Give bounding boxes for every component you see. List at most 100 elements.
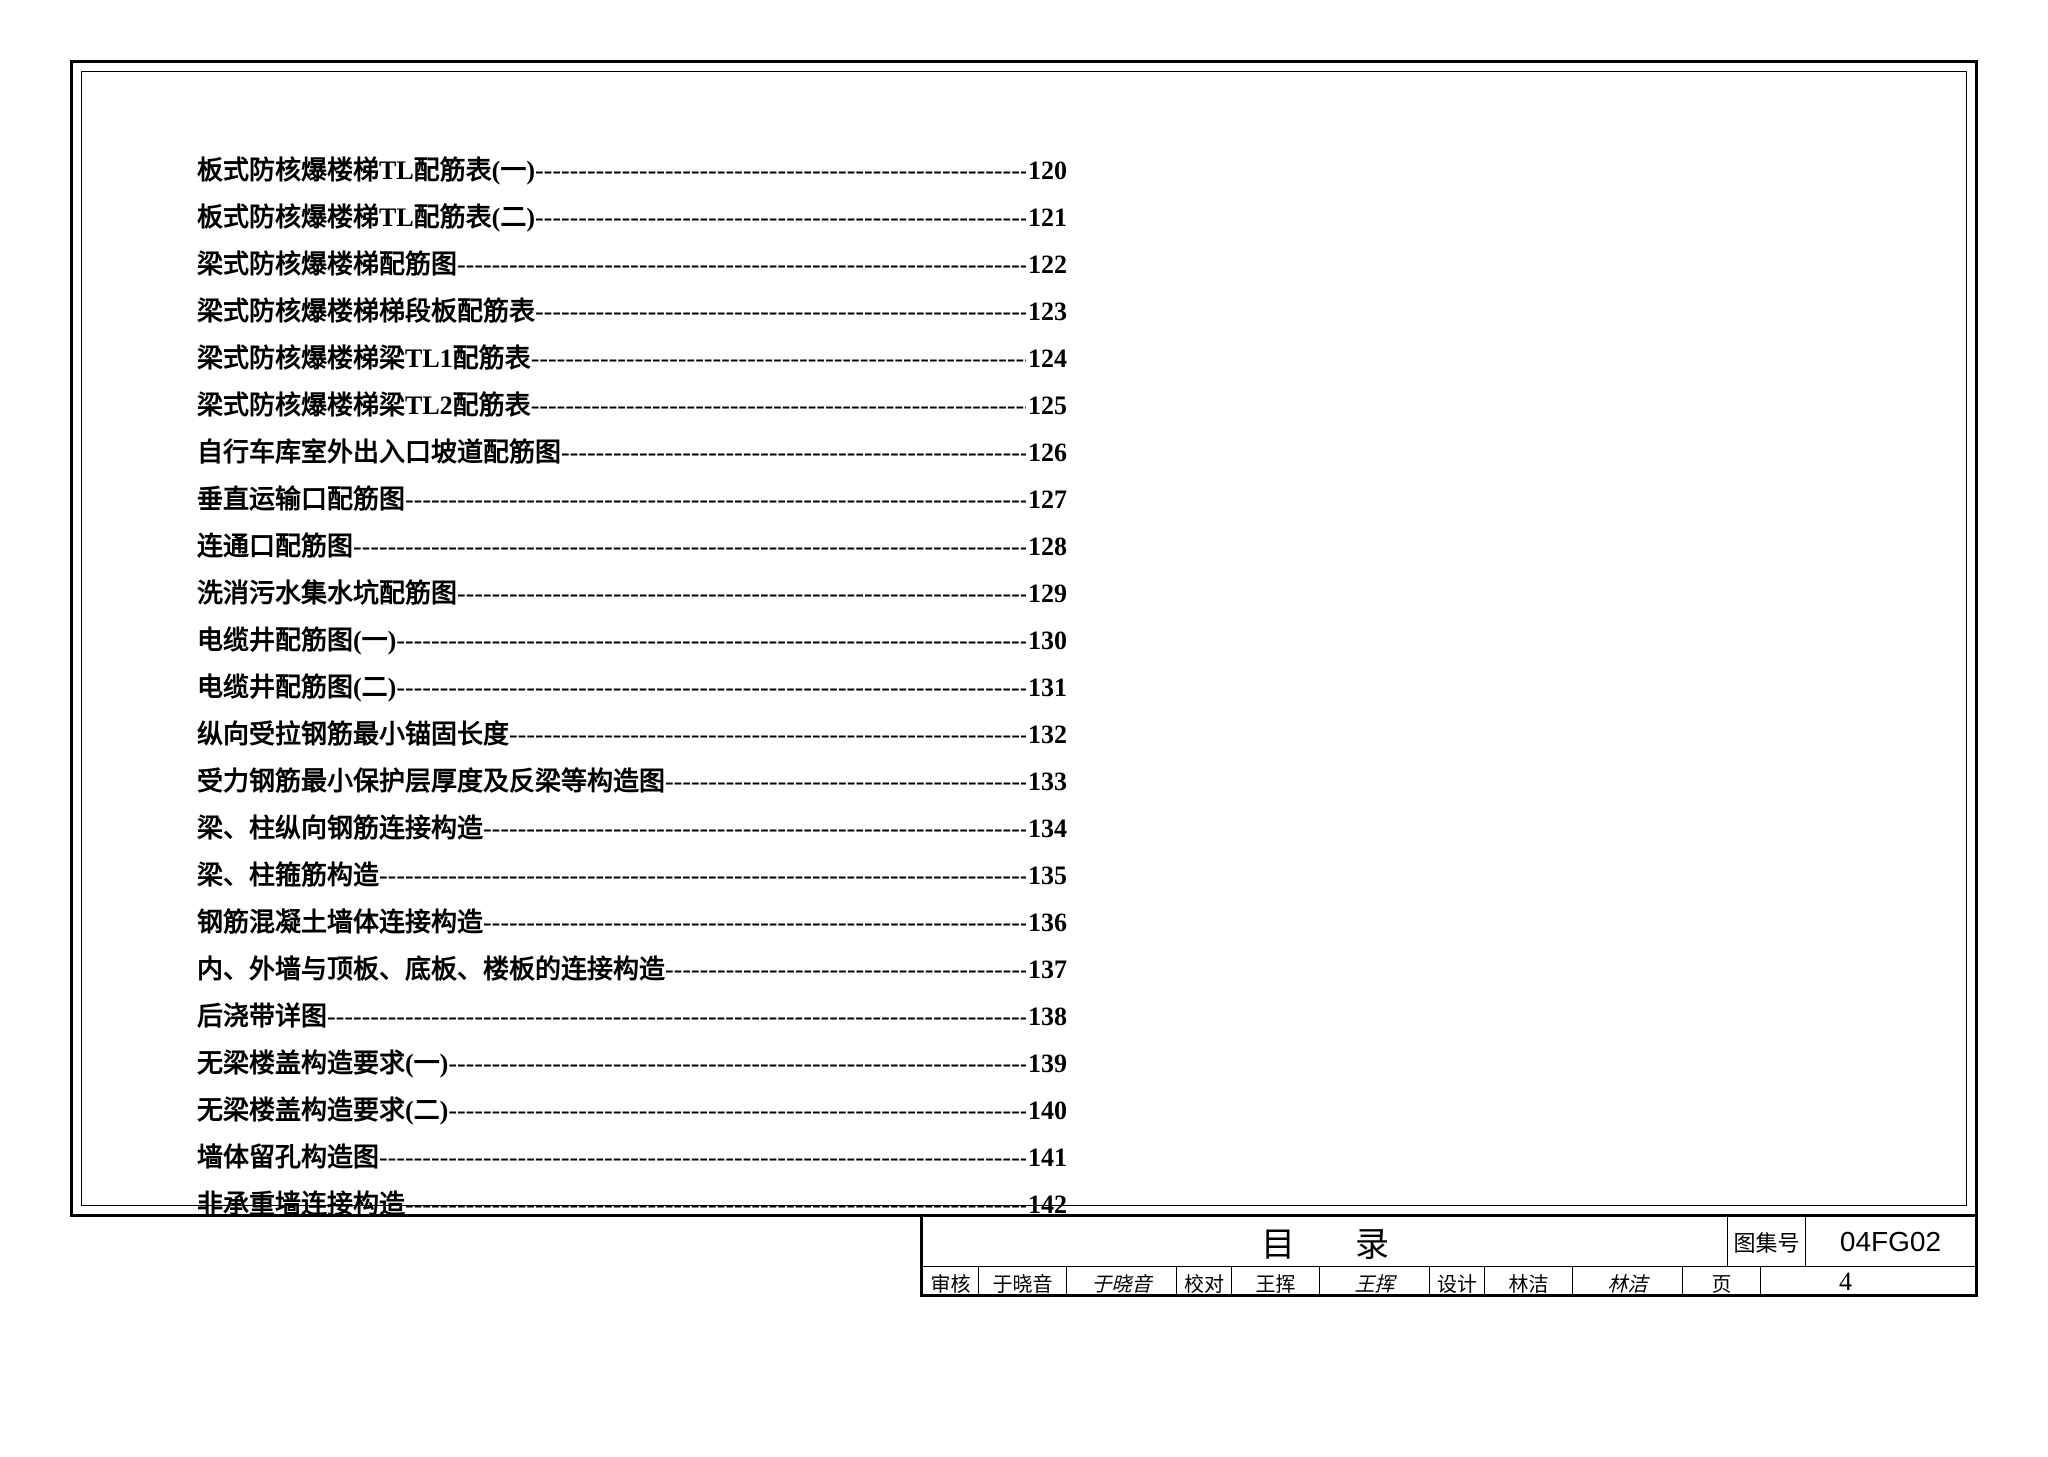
toc-row: 墙体留孔构造图 141 bbox=[197, 1134, 1067, 1181]
toc-row: 无梁楼盖构造要求(一) 139 bbox=[197, 1040, 1067, 1087]
review-label: 审核 bbox=[923, 1267, 978, 1297]
toc-page: 139 bbox=[1026, 1040, 1067, 1087]
toc-leader bbox=[509, 711, 1026, 758]
toc-row: 梁、柱箍筋构造 135 bbox=[197, 852, 1067, 899]
toc-leader bbox=[535, 194, 1026, 241]
toc-row: 电缆井配筋图(一) 130 bbox=[197, 617, 1067, 664]
toc-leader bbox=[353, 523, 1026, 570]
toc-page: 138 bbox=[1026, 993, 1067, 1040]
toc-title: 自行车库室外出入口坡道配筋图 bbox=[197, 429, 561, 476]
toc-row: 梁式防核爆楼梯梁TL2配筋表 125 bbox=[197, 382, 1067, 429]
toc-row: 梁、柱纵向钢筋连接构造 134 bbox=[197, 805, 1067, 852]
toc-page: 135 bbox=[1026, 852, 1067, 899]
toc-page: 124 bbox=[1026, 335, 1067, 382]
toc-leader bbox=[535, 288, 1026, 335]
toc-title: 梁、柱纵向钢筋连接构造 bbox=[197, 805, 483, 852]
design-label: 设计 bbox=[1429, 1267, 1484, 1297]
toc-page: 125 bbox=[1026, 382, 1067, 429]
toc-page: 140 bbox=[1026, 1087, 1067, 1134]
toc-title: 纵向受拉钢筋最小锚固长度 bbox=[197, 711, 509, 758]
toc-title: 梁、柱箍筋构造 bbox=[197, 852, 379, 899]
toc-title: 板式防核爆楼梯TL配筋表(二) bbox=[197, 194, 535, 241]
toc-row: 板式防核爆楼梯TL配筋表(一)120 bbox=[197, 147, 1067, 194]
toc-leader bbox=[379, 852, 1026, 899]
toc-row: 板式防核爆楼梯TL配筋表(二) 121 bbox=[197, 194, 1067, 241]
page-value: 4 bbox=[1760, 1267, 1930, 1297]
toc-row: 梁式防核爆楼梯梁TL1配筋表 124 bbox=[197, 335, 1067, 382]
toc-leader bbox=[531, 382, 1026, 429]
toc-leader bbox=[396, 664, 1026, 711]
toc-page: 133 bbox=[1026, 758, 1067, 805]
titleblock-title: 目录 bbox=[923, 1217, 1727, 1266]
tuji-value: 04FG02 bbox=[1805, 1217, 1975, 1266]
toc-leader bbox=[483, 899, 1026, 946]
toc-row: 钢筋混凝土墙体连接构造 136 bbox=[197, 899, 1067, 946]
toc-title: 垂直运输口配筋图 bbox=[197, 476, 405, 523]
toc-page: 137 bbox=[1026, 946, 1067, 993]
toc-page: 131 bbox=[1026, 664, 1067, 711]
toc-title: 非承重墙连接构造 bbox=[197, 1181, 405, 1228]
toc-row: 自行车库室外出入口坡道配筋图 126 bbox=[197, 429, 1067, 476]
toc-page: 134 bbox=[1026, 805, 1067, 852]
toc-page: 132 bbox=[1026, 711, 1067, 758]
toc-list: 板式防核爆楼梯TL配筋表(一)120板式防核爆楼梯TL配筋表(二) 121 梁式防核… bbox=[197, 147, 1067, 1228]
toc-page: 122 bbox=[1026, 241, 1067, 288]
toc-page: 123 bbox=[1026, 288, 1067, 335]
toc-row: 电缆井配筋图(二) 131 bbox=[197, 664, 1067, 711]
toc-page: 130 bbox=[1026, 617, 1067, 664]
check-sign: 王挥 bbox=[1319, 1267, 1429, 1297]
toc-title: 墙体留孔构造图 bbox=[197, 1134, 379, 1181]
toc-title: 无梁楼盖构造要求(一) bbox=[197, 1040, 448, 1087]
tuji-label: 图集号 bbox=[1727, 1217, 1805, 1266]
toc-leader bbox=[531, 335, 1026, 382]
toc-leader bbox=[448, 1087, 1026, 1134]
toc-leader bbox=[665, 946, 1026, 993]
toc-title: 钢筋混凝土墙体连接构造 bbox=[197, 899, 483, 946]
toc-title: 内、外墙与顶板、底板、楼板的连接构造 bbox=[197, 946, 665, 993]
outer-frame: 板式防核爆楼梯TL配筋表(一)120板式防核爆楼梯TL配筋表(二) 121 梁式防核… bbox=[70, 60, 1978, 1217]
page-label: 页 bbox=[1682, 1267, 1760, 1297]
toc-row: 纵向受拉钢筋最小锚固长度 132 bbox=[197, 711, 1067, 758]
toc-title: 梁式防核爆楼梯梯段板配筋表 bbox=[197, 288, 535, 335]
toc-page: 141 bbox=[1026, 1134, 1067, 1181]
toc-leader bbox=[327, 993, 1026, 1040]
toc-page: 120 bbox=[1026, 147, 1067, 194]
toc-title: 连通口配筋图 bbox=[197, 523, 353, 570]
toc-title: 梁式防核爆楼梯梁TL2配筋表 bbox=[197, 382, 531, 429]
toc-row: 洗消污水集水坑配筋图 129 bbox=[197, 570, 1067, 617]
toc-title: 后浇带详图 bbox=[197, 993, 327, 1040]
toc-leader bbox=[535, 147, 1026, 194]
check-name: 王挥 bbox=[1231, 1267, 1319, 1297]
toc-title: 电缆井配筋图(一) bbox=[197, 617, 396, 664]
toc-title: 洗消污水集水坑配筋图 bbox=[197, 570, 457, 617]
toc-row: 连通口配筋图 128 bbox=[197, 523, 1067, 570]
toc-page: 128 bbox=[1026, 523, 1067, 570]
toc-page: 129 bbox=[1026, 570, 1067, 617]
toc-page: 126 bbox=[1026, 429, 1067, 476]
toc-title: 梁式防核爆楼梯梁TL1配筋表 bbox=[197, 335, 531, 382]
check-label: 校对 bbox=[1176, 1267, 1231, 1297]
toc-leader bbox=[457, 570, 1026, 617]
toc-row: 内、外墙与顶板、底板、楼板的连接构造 137 bbox=[197, 946, 1067, 993]
design-name: 林洁 bbox=[1484, 1267, 1572, 1297]
toc-leader bbox=[396, 617, 1026, 664]
toc-leader bbox=[405, 476, 1026, 523]
toc-row: 后浇带详图 138 bbox=[197, 993, 1067, 1040]
review-name: 于晓音 bbox=[978, 1267, 1066, 1297]
design-sign: 林洁 bbox=[1572, 1267, 1682, 1297]
toc-leader bbox=[379, 1134, 1026, 1181]
toc-title: 梁式防核爆楼梯配筋图 bbox=[197, 241, 457, 288]
toc-leader bbox=[561, 429, 1026, 476]
toc-row: 垂直运输口配筋图 127 bbox=[197, 476, 1067, 523]
toc-title: 电缆井配筋图(二) bbox=[197, 664, 396, 711]
toc-leader bbox=[448, 1040, 1026, 1087]
toc-leader bbox=[665, 758, 1026, 805]
toc-row: 梁式防核爆楼梯梯段板配筋表 123 bbox=[197, 288, 1067, 335]
toc-page: 127 bbox=[1026, 476, 1067, 523]
toc-page: 121 bbox=[1026, 194, 1067, 241]
toc-page: 136 bbox=[1026, 899, 1067, 946]
toc-leader bbox=[457, 241, 1026, 288]
toc-title: 无梁楼盖构造要求(二) bbox=[197, 1087, 448, 1134]
toc-title: 受力钢筋最小保护层厚度及反梁等构造图 bbox=[197, 758, 665, 805]
toc-row: 无梁楼盖构造要求(二) 140 bbox=[197, 1087, 1067, 1134]
